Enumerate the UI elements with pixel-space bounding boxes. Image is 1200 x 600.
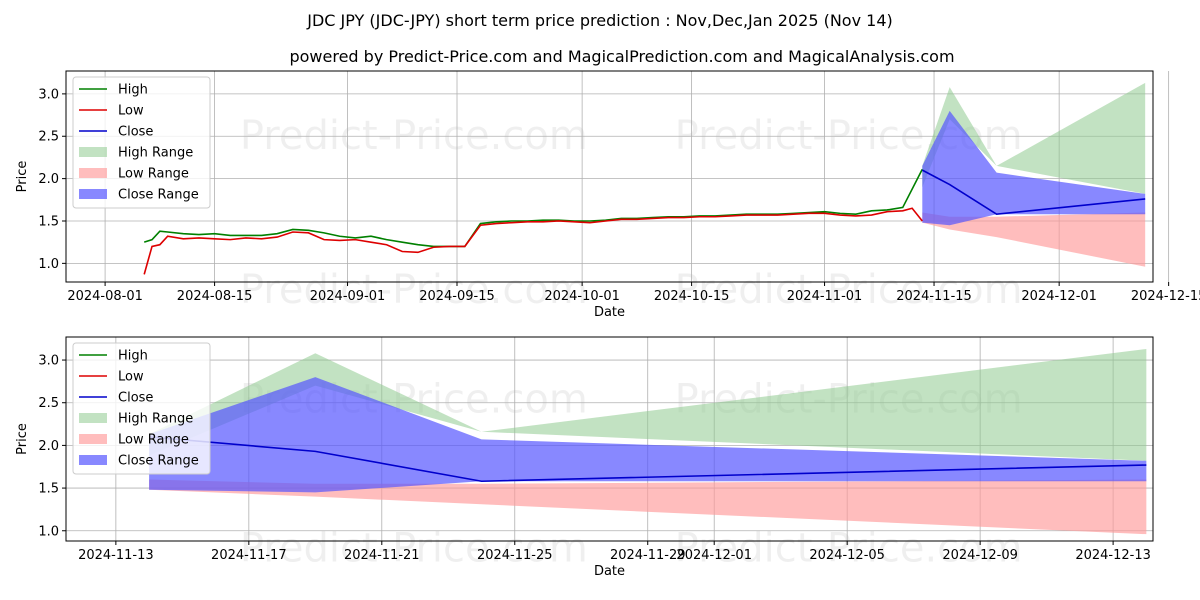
x-tick-label: 2024-08-15 [177,289,253,304]
legend-box [72,342,211,475]
legend-label: High Range [118,412,193,427]
legend-label: Close [118,391,153,406]
x-tick-label: 2024-12-15 [1131,289,1200,304]
x-tick-label: 2024-11-25 [477,548,553,563]
legend-label: Close Range [118,454,199,469]
legend-label: High [118,83,148,98]
x-tick-label: 2024-12-01 [1021,289,1097,304]
chart-title: JDC JPY (JDC-JPY) short term price predi… [306,11,893,30]
legend-box [72,76,211,209]
legend-label: High Range [118,146,193,161]
chart-subtitle: powered by Predict-Price.com and Magical… [289,47,954,66]
watermark-text: Predict-Price.com [675,525,1023,571]
y-tick-label: 3.0 [38,354,59,369]
legend-label: Low [118,370,144,385]
x-tick-label: 2024-11-15 [896,289,972,304]
y-tick-label: 2.5 [38,130,59,145]
y-axis-label: Price [15,161,30,193]
watermark-text: Predict-Price.com [240,267,588,313]
y-axis-label: Price [15,423,30,455]
high-range-band [149,348,1147,461]
x-tick-label: 2024-11-13 [78,548,154,563]
x-axis-label: Date [594,564,625,579]
close-range-legend-swatch [79,455,107,465]
legend-label: Close [118,125,153,140]
x-tick-label: 2024-12-09 [942,548,1018,563]
x-tick-label: 2024-11-21 [344,548,420,563]
y-tick-label: 2.5 [38,396,59,411]
close-range-band [149,377,1147,493]
y-tick-label: 2.0 [38,172,59,187]
legend-label: Low Range [118,167,189,182]
close-range-legend-swatch [79,189,107,199]
x-axis-label: Date [594,305,625,320]
y-tick-label: 1.0 [38,524,59,539]
y-tick-label: 1.5 [38,482,59,497]
low-range-band [922,212,1146,267]
low-range-legend-swatch [79,434,107,444]
upper-price-chart: Predict-Price.comPredict-Price.comPredic… [15,70,1200,320]
x-tick-label: 2024-10-15 [654,289,730,304]
plot-frame [65,70,1154,283]
legend-label: Low [118,104,144,119]
plot-frame [65,336,1154,542]
y-tick-label: 3.0 [38,87,59,102]
legend-label: High [118,349,148,364]
high-price-line [143,168,924,248]
x-tick-label: 2024-09-15 [419,289,495,304]
close-price-line [149,436,1147,483]
close-range-band [922,110,1146,226]
low-price-line [143,207,923,275]
low-range-legend-swatch [79,168,107,178]
x-tick-label: 2024-12-13 [1075,548,1151,563]
high-range-band [922,82,1146,194]
low-range-band [149,479,1147,535]
y-tick-label: 2.0 [38,439,59,454]
watermark-text: Predict-Price.com [240,525,588,571]
high-range-legend-swatch [79,413,107,423]
legend-label: Close Range [118,188,199,203]
close-price-line [921,169,1146,216]
x-tick-label: 2024-09-01 [310,289,386,304]
x-tick-label: 2024-11-01 [787,289,863,304]
x-tick-label: 2024-11-29 [610,548,686,563]
x-tick-label: 2024-08-01 [67,289,143,304]
y-tick-label: 1.5 [38,214,59,229]
legend-label: Low Range [118,433,189,448]
watermark-text: Predict-Price.com [675,267,1023,313]
x-tick-label: 2024-11-17 [211,548,287,563]
x-tick-label: 2024-12-01 [676,548,752,563]
high-range-legend-swatch [79,147,107,157]
x-tick-label: 2024-12-05 [809,548,885,563]
y-tick-label: 1.0 [38,257,59,272]
x-tick-label: 2024-10-01 [544,289,620,304]
